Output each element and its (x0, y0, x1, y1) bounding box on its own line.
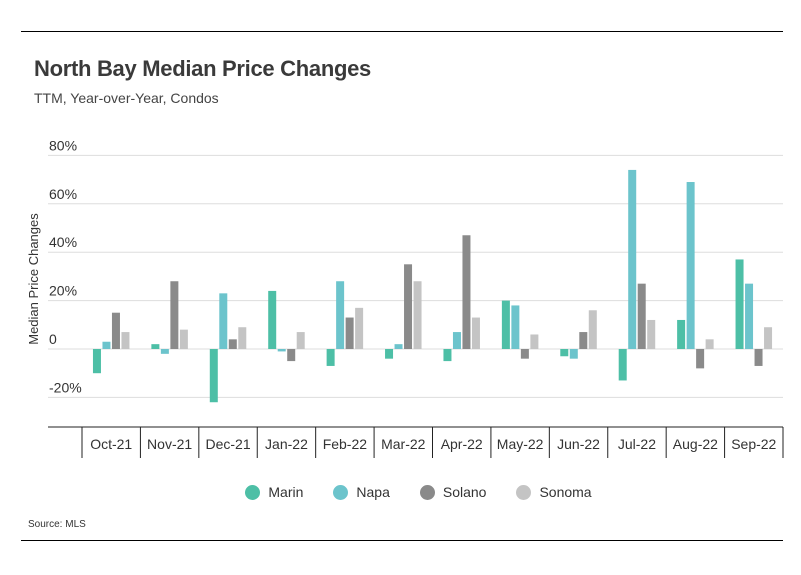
x-tick-label: Feb-22 (323, 436, 368, 452)
x-tick-label: May-22 (497, 436, 544, 452)
bar-marin (618, 349, 627, 381)
legend: Marin Napa Solano Sonoma (0, 484, 801, 500)
legend-label: Marin (268, 484, 304, 500)
bar-solano (111, 312, 120, 349)
y-tick-labels: 80% 60% 40% 20% 0 -20% (49, 137, 82, 395)
source-note: Source: MLS (28, 519, 86, 530)
legend-swatch (245, 484, 261, 500)
legend-label: Solano (442, 484, 487, 500)
bar-sonoma (355, 307, 364, 349)
bar-sonoma (647, 319, 656, 349)
bar-sonoma (530, 334, 539, 349)
bar-solano (520, 349, 529, 359)
bar-napa (452, 332, 461, 349)
bar-napa (219, 293, 228, 349)
legend-label: Napa (356, 484, 390, 500)
x-tick-label: Nov-21 (147, 436, 192, 452)
bar-solano (345, 317, 354, 349)
bar-marin (501, 300, 510, 349)
x-tick-label: Apr-22 (441, 436, 483, 452)
bar-napa (511, 305, 520, 349)
legend-item-sonoma: Sonoma (508, 484, 592, 500)
y-tick-label: 0 (49, 331, 57, 347)
bar-napa (160, 349, 169, 354)
bar-sonoma (179, 329, 188, 349)
bar-marin (209, 349, 218, 403)
bar-solano (228, 339, 237, 349)
bar-marin (443, 349, 452, 362)
y-tick-label: 60% (49, 186, 77, 202)
bar-marin (151, 344, 160, 349)
y-axis-label: Median Price Changes (26, 213, 41, 345)
legend-swatch (419, 484, 435, 500)
bar-napa (745, 283, 754, 349)
bottom-rule (21, 540, 783, 541)
chart-title: North Bay Median Price Changes (34, 56, 371, 81)
x-tick-label: Mar-22 (381, 436, 426, 452)
bar-sonoma (705, 339, 714, 349)
legend-item-napa: Napa (325, 484, 390, 500)
x-tick-label: Jul-22 (618, 436, 656, 452)
y-tick-label: 40% (49, 234, 77, 250)
bar-napa (686, 182, 695, 349)
x-tick-label: Dec-21 (205, 436, 250, 452)
bar-marin (326, 349, 335, 366)
y-tick-label: -20% (49, 379, 82, 395)
bar-solano (579, 332, 588, 349)
bar-sonoma (471, 317, 480, 349)
bar-marin (677, 319, 686, 349)
x-axis: Oct-21 Nov-21 Dec-21 Jan-22 Feb-22 Mar-22 Apr-… (48, 426, 784, 458)
bar-solano (287, 349, 296, 362)
x-tick-label: Sep-22 (731, 436, 776, 452)
top-rule (21, 31, 783, 32)
bar-marin (92, 349, 101, 374)
x-tick-label: Jun-22 (557, 436, 600, 452)
legend-swatch (516, 484, 532, 500)
bar-solano (462, 235, 471, 349)
bar-sonoma (296, 332, 305, 349)
bars (92, 169, 773, 403)
bar-sonoma (764, 327, 773, 349)
chart-subtitle: TTM, Year-over-Year, Condos (34, 90, 219, 106)
bar-napa (277, 349, 286, 352)
bar-napa (394, 344, 403, 349)
bar-solano (696, 349, 705, 369)
bar-sonoma (413, 281, 422, 349)
y-tick-label: 20% (49, 283, 77, 299)
gridlines (48, 154, 783, 398)
bar-napa (336, 281, 345, 349)
bar-napa (628, 169, 637, 349)
x-tick-label: Jan-22 (265, 436, 308, 452)
legend-label: Sonoma (539, 484, 592, 500)
bar-marin (385, 349, 394, 359)
bar-marin (560, 349, 569, 357)
bar-sonoma (588, 310, 597, 349)
bar-marin (268, 290, 277, 349)
bar-sonoma (238, 327, 247, 349)
bar-solano (170, 281, 179, 349)
bar-napa (569, 349, 578, 359)
legend-item-marin: Marin (237, 484, 303, 500)
bar-solano (637, 283, 646, 349)
y-tick-label: 80% (49, 137, 77, 153)
bar-napa (102, 341, 111, 349)
legend-swatch (333, 484, 349, 500)
x-tick-label: Oct-21 (90, 436, 132, 452)
bar-sonoma (121, 332, 130, 349)
bar-solano (754, 349, 763, 366)
legend-item-solano: Solano (412, 484, 487, 500)
bar-marin (735, 259, 744, 349)
bar-solano (404, 264, 413, 349)
x-tick-label: Aug-22 (673, 436, 718, 452)
